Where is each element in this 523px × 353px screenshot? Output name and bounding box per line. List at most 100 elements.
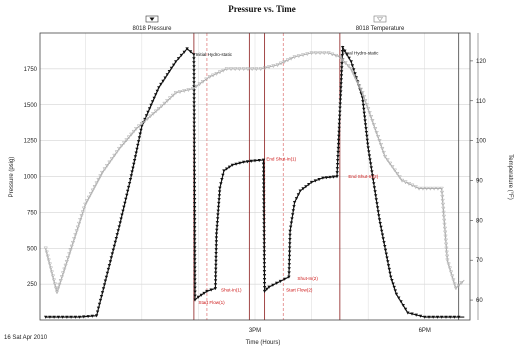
pressure-point [374,194,378,198]
temperature-point [442,218,447,223]
pressure-point [363,123,368,127]
pressure-point [193,270,197,274]
temperature-point [382,154,388,159]
temperature-point [136,124,142,129]
pressure-point [339,78,343,82]
y-right-tick-label: 90 [476,178,483,184]
temperature-point [217,70,223,75]
pressure-point [338,102,342,106]
temperature-point [94,181,99,186]
pressure-point [364,127,368,131]
pressure-point [363,115,367,119]
pressure-point [337,126,341,130]
temperature-point [366,107,371,111]
temperature-point [440,202,446,207]
temperature-point [441,210,446,215]
pressure-point [192,109,196,113]
temperature-point [48,266,53,271]
temperature-point [54,290,60,295]
temperature-point [343,61,348,66]
pressure-point [294,197,299,201]
pressure-point [192,153,197,157]
pressure-point [317,178,321,182]
pressure-point [193,290,197,294]
pressure-point [288,229,292,233]
pressure-point [340,50,345,54]
pressure-point [222,169,226,173]
pressure-point [337,134,341,138]
plot-frame [39,32,471,321]
pressure-point [427,315,431,319]
pressure-point [261,158,266,162]
pressure-point [217,201,221,205]
pressure-point [96,306,101,310]
pressure-point [136,143,140,147]
pressure-point [101,287,106,291]
pressure-point [217,194,222,198]
temperature-point [250,67,255,72]
y-right-tick-label: 60 [476,298,483,304]
temperature-point [448,270,454,275]
pressure-point [95,310,100,314]
pressure-point [104,275,109,279]
pressure-point [120,213,124,217]
pressure-point [137,136,142,140]
pressure-point [262,289,267,293]
temperature-point [399,178,405,183]
temperature-point [46,258,51,263]
pressure-point [242,160,246,164]
pressure-point [69,315,73,319]
temperature-point [126,135,132,140]
pressure-point [219,182,223,186]
pressure-point [257,159,261,163]
x-tick-label: 6PM [419,328,431,334]
pressure-point [214,263,218,267]
pressure-point [444,315,448,319]
temperature-point [204,77,209,82]
pressure-point [265,287,269,291]
temperature-point [50,274,56,279]
pressure-point [392,285,396,289]
temperature-point [241,67,246,72]
pressure-point [367,154,372,158]
pressure-point [380,233,385,237]
pressure-point [159,82,163,86]
pressure-point [135,147,139,151]
pressure-point [361,103,366,107]
temperature-point [63,263,68,268]
temperature-point [117,146,122,151]
pressure-point [367,150,371,154]
pressure-point [133,155,138,159]
y-left-tick-label: 1250 [24,139,38,145]
pressure-point [188,50,193,54]
temperature-point [182,89,187,94]
pressure-point [435,315,440,319]
temperature-point [357,84,362,89]
temperature-point [194,84,199,89]
pressure-point [283,277,287,281]
pressure-point [262,258,266,262]
pressure-point [230,163,235,167]
temperature-point [102,167,107,172]
pressure-point [193,234,197,238]
pressure-point [125,193,129,197]
pressure-point [213,287,218,291]
temperature-point [289,56,294,61]
pressure-point [386,260,390,264]
pressure-point [278,279,283,283]
pressure-point [309,180,314,184]
pressure-point [335,163,340,167]
temperature-point [221,68,226,73]
pressure-point [111,248,115,252]
temperature-point [300,53,306,58]
temperature-point [114,150,119,155]
pressure-point [193,226,197,230]
pressure-point [227,165,232,169]
chart-title: Pressure vs. Time [228,4,296,14]
pressure-point [192,165,197,169]
temperature-point [428,186,433,191]
temperature-point [387,161,393,166]
pressure-point [340,62,344,66]
pressure-point [192,101,196,105]
pressure-point [262,182,266,186]
